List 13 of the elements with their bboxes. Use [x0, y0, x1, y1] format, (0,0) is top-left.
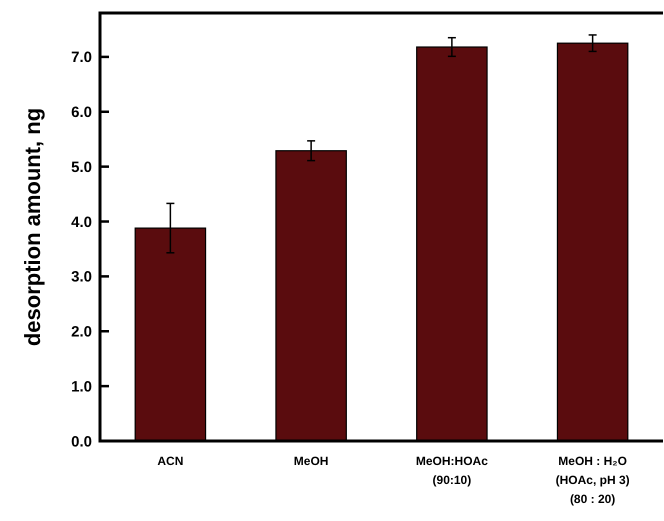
- y-tick-label: 4.0: [71, 214, 92, 231]
- x-tick-label: MeOH:HOAc (90:10): [416, 454, 488, 487]
- y-tick-label: 0.0: [71, 433, 92, 450]
- x-tick-label: MeOH : H₂O (HOAc, pH 3) (80 : 20): [556, 454, 630, 506]
- y-tick-label: 6.0: [71, 104, 92, 122]
- x-tick-label: MeOH: [294, 454, 328, 468]
- y-tick-label: 2.0: [71, 324, 92, 341]
- y-tick-label: 7.0: [71, 49, 92, 66]
- y-tick-label: 1.0: [71, 378, 92, 396]
- y-axis-title: desorption amount, ng: [20, 108, 45, 346]
- y-tick-label: 3.0: [71, 268, 92, 286]
- y-tick-label: 5.0: [71, 158, 92, 176]
- x-tick-label: ACN: [157, 454, 184, 468]
